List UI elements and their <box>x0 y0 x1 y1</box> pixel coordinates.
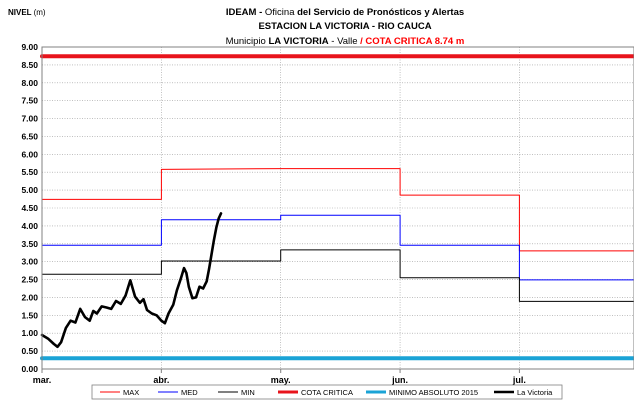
y-tick-label: 1.50 <box>21 310 38 320</box>
series-lines <box>40 54 634 361</box>
y-tick-label: 3.00 <box>21 257 38 267</box>
y-tick-label: 5.00 <box>21 185 38 195</box>
y-tick-label: 6.00 <box>21 149 38 159</box>
legend-label: MINIMO ABSOLUTO 2015 <box>389 388 478 397</box>
series-line-med <box>41 214 634 281</box>
y-tick-label: 9.00 <box>21 42 38 52</box>
y-tick-label: 2.00 <box>21 292 38 302</box>
chart-title-line1: IDEAM - Oficina del Servicio de Pronósti… <box>226 7 464 18</box>
plot-area-border <box>41 46 634 370</box>
series-line-la-victoria <box>40 212 223 349</box>
y-tick-label: 0.00 <box>21 364 38 374</box>
y-tick-label: 5.50 <box>21 167 38 177</box>
y-tick-label: 6.50 <box>21 131 38 141</box>
x-tick-label: abr. <box>153 375 169 385</box>
y-tick-label: 2.50 <box>21 275 38 285</box>
y-tick-label: 4.50 <box>21 203 38 213</box>
y-tick-label: 1.00 <box>21 328 38 338</box>
legend-label: La Victoria <box>517 388 553 397</box>
x-tick-label: jun. <box>391 375 408 385</box>
x-tick-label: jul. <box>512 375 526 385</box>
legend: MAX MED MIN COTA CRITICA MINIMO ABSOLUTO 201… <box>91 384 563 400</box>
x-tick-label: mar. <box>33 375 52 385</box>
chart-title-line3: Municipio LA VICTORIA - Valle / COTA CRI… <box>226 36 465 47</box>
legend-label: COTA CRITICA <box>301 388 353 397</box>
legend-label: MAX <box>123 388 139 397</box>
y-tick-label: 8.00 <box>21 78 38 88</box>
legend-label: MED <box>181 388 198 397</box>
series-line-max <box>41 168 634 252</box>
y-tick-label: 7.00 <box>21 114 38 124</box>
y-axis-label: NIVEL (m) <box>8 8 46 17</box>
legend-box <box>91 384 563 400</box>
y-tick-label: 8.50 <box>21 60 38 70</box>
y-tick-label: 4.00 <box>21 221 38 231</box>
y-tick-label: 7.50 <box>21 96 38 106</box>
x-tick-label: may. <box>271 375 291 385</box>
chart-title-line2: ESTACION LA VICTORIA - RIO CAUCA <box>258 21 431 32</box>
legend-label: MIN <box>241 388 255 397</box>
y-tick-labels: 0.00 0.50 1.00 1.50 2.00 2.50 3.00 3.50 4.00 4.50… <box>21 42 38 374</box>
y-tick-label: 3.50 <box>21 239 38 249</box>
y-tick-label: 0.50 <box>21 346 38 356</box>
x-tick-labels: mar. abr. may. jun. jul. <box>33 375 526 385</box>
series-line-min <box>41 249 634 302</box>
